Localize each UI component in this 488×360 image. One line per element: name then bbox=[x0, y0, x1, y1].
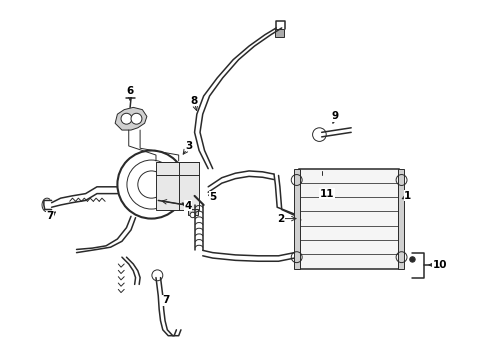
Bar bbox=[156, 162, 199, 210]
Text: 11: 11 bbox=[319, 189, 334, 199]
Text: 10: 10 bbox=[431, 260, 446, 270]
Text: 7: 7 bbox=[163, 295, 170, 305]
Bar bbox=[298, 168, 398, 269]
Circle shape bbox=[314, 175, 328, 189]
Text: 5: 5 bbox=[209, 192, 216, 202]
Bar bbox=[397, 168, 404, 269]
Text: 1: 1 bbox=[404, 191, 411, 201]
Circle shape bbox=[131, 113, 142, 124]
Text: 2: 2 bbox=[277, 213, 284, 224]
Text: 6: 6 bbox=[126, 86, 133, 96]
Bar bbox=[275, 29, 283, 37]
Text: 4: 4 bbox=[183, 201, 191, 211]
Text: 9: 9 bbox=[331, 112, 338, 121]
Circle shape bbox=[409, 257, 414, 262]
Text: 8: 8 bbox=[190, 95, 197, 105]
Polygon shape bbox=[115, 107, 146, 130]
Circle shape bbox=[317, 179, 325, 186]
Circle shape bbox=[190, 212, 195, 218]
Bar bbox=[187, 208, 197, 215]
Text: 7: 7 bbox=[46, 211, 54, 221]
Bar bbox=[293, 168, 299, 269]
Circle shape bbox=[121, 113, 132, 124]
Text: 3: 3 bbox=[185, 141, 192, 151]
